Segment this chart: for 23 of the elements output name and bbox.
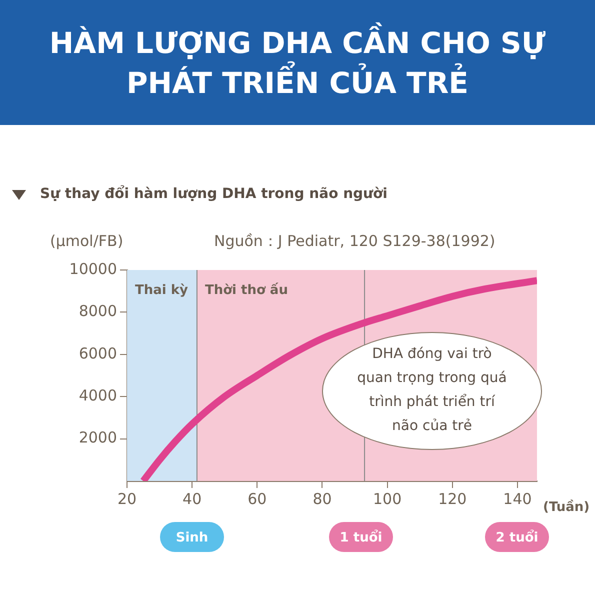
x-tick-label: 140 bbox=[503, 490, 532, 508]
y-axis-title: (μmol/FB) bbox=[50, 232, 124, 250]
x-tick-label: 20 bbox=[117, 490, 137, 508]
text: 1 tuổi bbox=[340, 529, 382, 546]
text: Sinh bbox=[176, 530, 208, 546]
x-axis-title: (Tuần) bbox=[543, 499, 590, 515]
x-tick-label: 100 bbox=[372, 490, 402, 508]
text: 2 tuổi bbox=[496, 529, 538, 546]
x-tick-label: 60 bbox=[248, 490, 267, 508]
y-tick-label: 4000 bbox=[78, 386, 117, 404]
x-tick-label: 40 bbox=[182, 490, 202, 508]
annotation: DHA đóng vai trò quan trọng trong quá trình phát triển trí não của trẻ bbox=[357, 345, 507, 436]
band-label: Thời thơ ấu bbox=[204, 282, 288, 298]
y-tick-label: 6000 bbox=[78, 344, 117, 362]
y-tick-label: 8000 bbox=[78, 302, 117, 320]
chart-title: HÀM LƯỢNG DHA CẦN CHO SỰ PHÁT TRIỂN CỦA TRẺ bbox=[0, 0, 595, 125]
y-tick-label: 10000 bbox=[69, 260, 117, 278]
y-tick-label: 2000 bbox=[78, 428, 117, 447]
chart-subtitle: Sự thay đổi hàm lượng DHA trong não người bbox=[40, 186, 388, 202]
x-tick-label: 120 bbox=[438, 490, 467, 508]
band-label: Thai kỳ bbox=[135, 282, 189, 298]
text: Nguồn：J Pediatr, 120 S129-38(1992) bbox=[214, 232, 496, 250]
x-tick-label: 80 bbox=[312, 490, 332, 508]
